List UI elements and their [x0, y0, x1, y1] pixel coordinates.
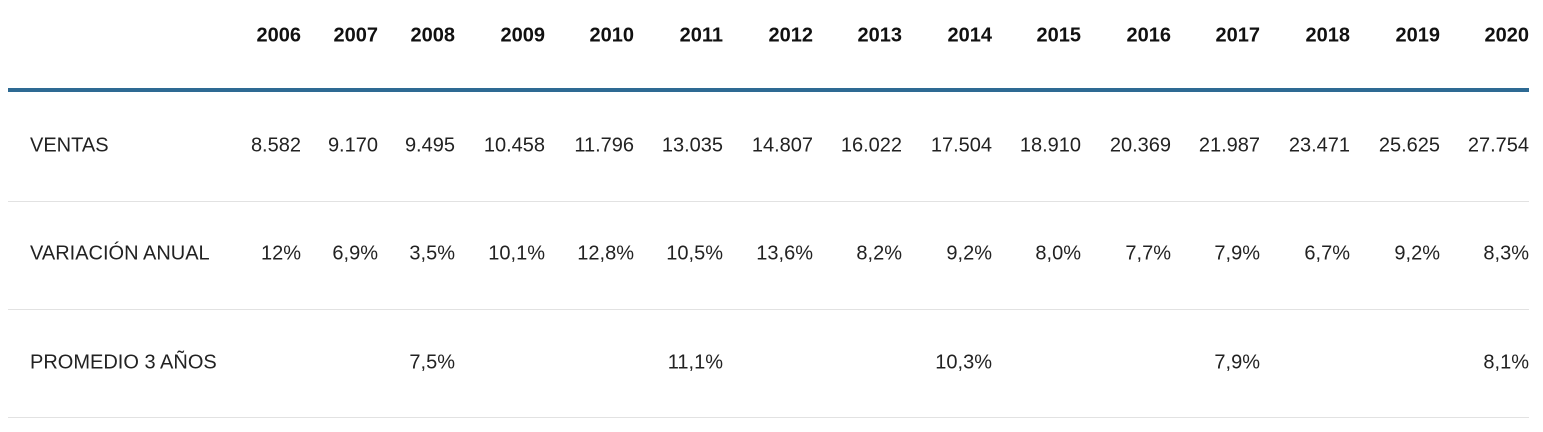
year-header: 2011: [679, 24, 723, 47]
cell-value: 13,6%: [756, 242, 813, 265]
cell-value: 17.504: [930, 134, 992, 157]
year-header: 2015: [1036, 24, 1082, 47]
year-header: 2012: [768, 24, 814, 47]
year-header: 2013: [857, 24, 903, 47]
cell-value: 3,5%: [409, 242, 455, 265]
cell-value: 9.170: [327, 134, 378, 157]
cell-value: 21.987: [1198, 134, 1260, 157]
cell-value: 18.910: [1019, 134, 1081, 157]
year-header: 2009: [500, 24, 546, 47]
year-header: 2019: [1395, 24, 1441, 47]
year-header: 2010: [589, 24, 635, 47]
row-rule: [8, 201, 1529, 202]
cell-value: 20.369: [1109, 134, 1171, 157]
row-label: VENTAS: [30, 134, 109, 157]
cell-value: 11,1%: [667, 351, 723, 374]
cell-value: 8,1%: [1483, 351, 1529, 374]
cell-value: 25.625: [1378, 134, 1440, 157]
cell-value: 8,3%: [1483, 242, 1529, 265]
cell-value: 9,2%: [946, 242, 992, 265]
cell-value: 10,5%: [666, 242, 723, 265]
header-rule: [8, 88, 1529, 92]
year-header: 2008: [410, 24, 456, 47]
cell-value: 10,1%: [488, 242, 545, 265]
cell-value: 8,2%: [856, 242, 902, 265]
cell-value: 7,9%: [1214, 351, 1260, 374]
cell-value: 11.796: [574, 134, 634, 157]
cell-value: 6,9%: [332, 242, 378, 265]
cell-value: 10,3%: [935, 351, 992, 374]
cell-value: 13.035: [661, 134, 723, 157]
cell-value: 10.458: [483, 134, 545, 157]
year-header: 2006: [256, 24, 302, 47]
cell-value: 8.582: [250, 134, 301, 157]
cell-value: 12%: [260, 242, 301, 265]
cell-value: 9.495: [404, 134, 455, 157]
cell-value: 16.022: [840, 134, 902, 157]
year-header: 2018: [1305, 24, 1351, 47]
row-label: VARIACIÓN ANUAL: [30, 242, 210, 265]
row-label: PROMEDIO 3 AÑOS: [30, 351, 217, 374]
cell-value: 7,7%: [1125, 242, 1171, 265]
cell-value: 7,9%: [1214, 242, 1260, 265]
year-header: 2016: [1126, 24, 1172, 47]
cell-value: 9,2%: [1394, 242, 1440, 265]
row-rule: [8, 309, 1529, 310]
cell-value: 12,8%: [577, 242, 634, 265]
year-header: 2007: [333, 24, 379, 47]
cell-value: 8,0%: [1035, 242, 1081, 265]
row-rule: [8, 417, 1529, 418]
year-header: 2017: [1215, 24, 1261, 47]
cell-value: 14.807: [751, 134, 813, 157]
cell-value: 23.471: [1288, 134, 1350, 157]
cell-value: 27.754: [1467, 134, 1529, 157]
cell-value: 6,7%: [1304, 242, 1350, 265]
cell-value: 7,5%: [409, 351, 455, 374]
year-header: 2020: [1484, 24, 1530, 47]
year-header: 2014: [947, 24, 993, 47]
